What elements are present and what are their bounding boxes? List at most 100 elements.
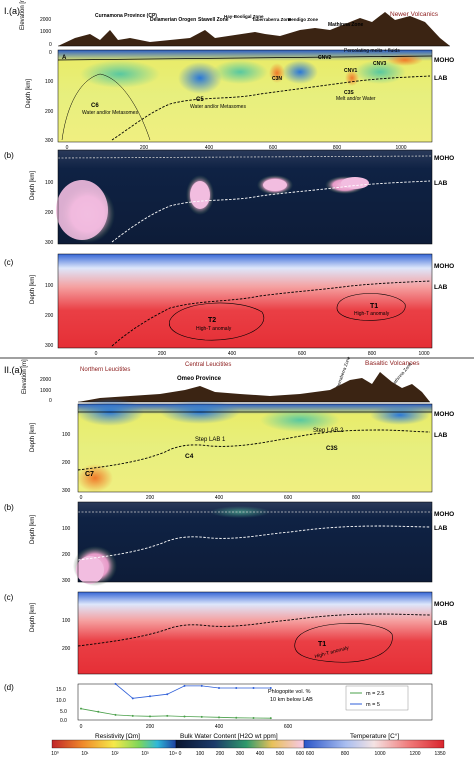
lab-label-2a: LAB [434,432,448,439]
panel-2b-label: (b) [4,503,14,512]
elevation-profile-2 [78,372,430,403]
data-point [149,695,151,698]
x-tick: 200 [140,145,149,151]
phlog-x-tick: 0 [80,724,83,730]
water-colorbar: Bulk Water Content [H2O wt ppm] 0 100 20… [175,733,305,757]
cnv1-label: CNV1 [344,68,358,74]
step-lab-2-label: Step LAB 2 [313,428,344,434]
omeo-province-label: Omeo Province [177,376,222,382]
data-point [80,707,82,710]
moho-label-2a: MOHO [434,411,454,418]
x-tick: 600 [284,495,293,501]
panel-1c-label: (c) [4,258,14,267]
t1-text-1: High-T anomaly [354,311,390,317]
elev-tick-2000-1: 2000 [40,17,51,23]
data-point [200,715,203,718]
c7-label: C7 [85,471,94,478]
x-tick: 400 [215,495,224,501]
data-point [131,697,134,700]
water-panel-1 [56,149,433,245]
x-ticks-1c: 0 200 400 600 800 1000 [95,351,430,357]
c3s-text: Melt and/or Water [336,96,376,102]
percolating-label: Percolating melts + fluids [344,48,400,54]
water-tick: 100 [196,751,205,757]
temperature-panel-1 [57,253,433,349]
res-tick: 10¹ [81,751,89,757]
water-tick: 300 [236,751,245,757]
elev-tick-0-2: 0 [49,398,52,404]
t2-text: High-T anomaly [196,326,232,332]
series-line-m5 [115,683,271,699]
basaltic-volcanoes-label: Basaltic Volcanoes [365,360,420,367]
temperature-panel-2 [77,591,433,675]
t1-label-1: T1 [370,303,378,310]
data-point [218,716,220,719]
res-tick: 10⁰ [51,751,59,757]
depth-tick-0-1a: 0 [49,50,52,56]
depth-axis-label-2a: Depth [km] [30,423,36,452]
moho-label-2c: MOHO [434,601,454,608]
profile-label-curnamona: Curnamona Province (CP) [95,13,157,19]
newer-volcanics-label: Newer Volcanics [390,11,439,18]
x-tick: 800 [352,495,361,501]
data-point [200,684,203,687]
lab-label-1c: LAB [434,284,448,291]
x-tick: 1000 [418,351,429,357]
c5-label: C5 [196,97,204,103]
phlog-x-tick: 200 [146,724,155,730]
moho-label-1c: MOHO [434,263,454,270]
res-tick: 10³ [141,751,149,757]
profile-label-mathinna: Mathinna Zone [328,22,363,28]
x-tick: 400 [228,351,237,357]
data-point [97,710,100,713]
c6-text: Water and/or Metasomes [82,110,138,116]
northern-leucitites-label: Northern Leucitites [80,367,130,373]
phlogopite-chart: 15.0 10.0 5.0 0.0 0 200 400 600 Phlogopi… [56,682,433,730]
temp-tick: 600 [306,751,315,757]
elevation-axis-label-1: Elevation [m] [20,0,26,30]
x-ticks-1a: 0 200 400 600 800 1000 [66,145,407,151]
depth-tick-100-1b: 100 [45,180,54,186]
moho-label-1b: MOHO [434,155,454,162]
profile-label-stawell: Stawell Zone [198,17,229,23]
depth-axis-label-1c: Depth [km] [30,275,36,304]
profile-label-taberraberra: Taberraberra Zone [252,17,292,22]
x-tick: 800 [368,351,377,357]
c6-label: C6 [91,103,99,109]
resistivity-panel-2 [76,398,433,493]
depth-tick-100-2c: 100 [62,618,71,624]
water-tick: 600 [296,751,305,757]
depth-tick-200-2c: 200 [62,646,71,652]
data-point [235,716,238,719]
lab-label-1b: LAB [434,180,448,187]
section2-label: II.(a) [4,365,23,375]
data-point [149,715,151,718]
depth-tick-100-2b: 100 [62,526,71,532]
cnv3-label: CNV3 [373,61,387,67]
data-point [114,682,117,685]
c3s-label-2: C3S [326,446,338,452]
phlogopite-series-group [80,682,272,720]
resistivity-colorbar: Resistivity [Ωm] 10⁰ 10¹ 10² 10³ 10⁴ [51,733,177,757]
water-tick: 400 [256,751,265,757]
c3s-label: C3S [344,90,354,96]
moho-label-2b: MOHO [434,511,454,518]
water-colorbar-title: Bulk Water Content [H2O wt ppm] [180,733,278,740]
depth-tick-200-1c: 200 [45,313,54,319]
marker-a: A [62,55,67,61]
x-ticks-2a: 0 200 400 600 800 [80,495,361,501]
x-tick: 800 [333,145,342,151]
x-tick: 0 [95,351,98,357]
data-point [183,684,186,687]
x-tick: 200 [146,495,155,501]
water-tick: 500 [276,751,285,757]
data-point [269,687,272,689]
depth-axis-label-2c: Depth [km] [30,603,36,632]
x-tick: 0 [66,145,69,151]
depth-tick-100-1c: 100 [45,283,54,289]
depth-tick-200-1b: 200 [45,210,54,216]
lab-label-1a: LAB [434,75,448,82]
depth-tick-100-2a: 100 [62,432,71,438]
temperature-colorbar: Temperature [C°] 600 800 1000 1200 1350 [303,732,446,757]
profile-label-delamerian: Delamerian Orogen [150,17,196,23]
